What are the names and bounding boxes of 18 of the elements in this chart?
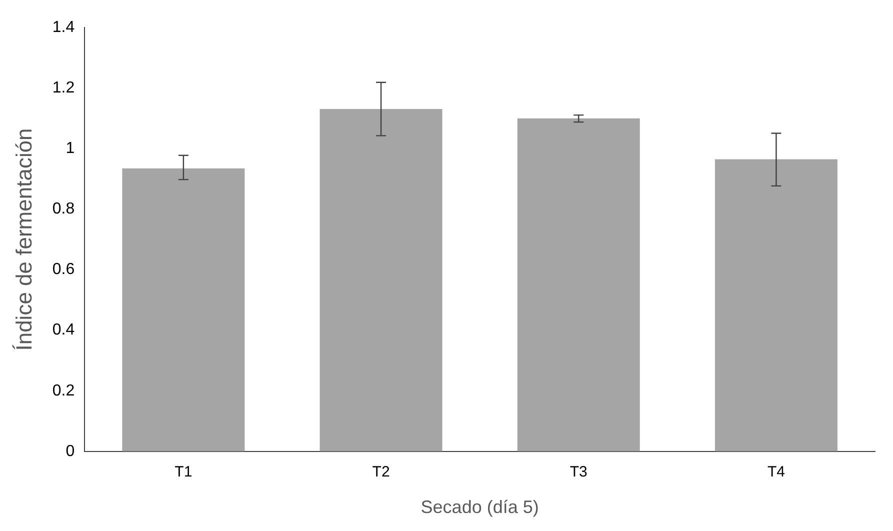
x-tick-label: T3 xyxy=(570,464,588,481)
y-tick-label: 1.4 xyxy=(52,19,75,36)
bar xyxy=(517,118,640,452)
y-tick-label: 1.2 xyxy=(52,80,75,97)
bar xyxy=(122,168,245,452)
y-axis-title: Índice de fermentación xyxy=(11,128,36,351)
x-tick-label: T2 xyxy=(372,464,390,481)
y-tick-label: 0.8 xyxy=(52,200,75,218)
y-tick-label: 0.6 xyxy=(52,261,75,278)
y-tick-label: 0 xyxy=(66,442,75,460)
y-tick-label: 0.4 xyxy=(52,322,75,339)
x-tick-label: T4 xyxy=(767,464,785,481)
x-axis-title: Secado (día 5) xyxy=(420,497,539,518)
bar xyxy=(320,109,442,452)
bar xyxy=(714,159,838,452)
y-tick-label: 1 xyxy=(66,140,75,158)
x-tick-label: T1 xyxy=(174,464,192,481)
y-tick-label: 0.2 xyxy=(52,382,75,400)
